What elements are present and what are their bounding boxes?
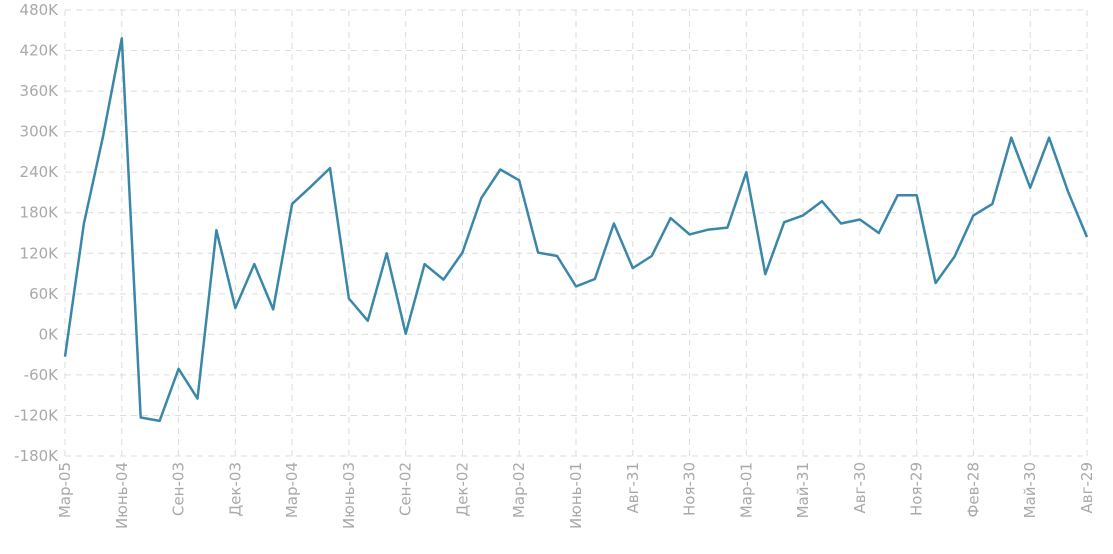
- x-tick-label: Ноя-30: [681, 462, 699, 516]
- y-tick-label: 0K: [39, 325, 60, 343]
- y-tick-label: 480K: [20, 1, 60, 19]
- x-tick-label: Мар-04: [283, 462, 301, 518]
- y-tick-label: 300K: [20, 123, 60, 141]
- y-tick-label: -180K: [14, 447, 59, 465]
- x-tick-label: Июнь-04: [113, 462, 131, 529]
- x-tick-label: Май-30: [1021, 462, 1039, 518]
- x-tick-label: Дек-03: [226, 462, 244, 517]
- y-tick-label: -120K: [14, 406, 59, 424]
- x-tick-label: Май-31: [794, 462, 812, 518]
- x-tick-label: Мар-02: [510, 462, 528, 518]
- x-tick-label: Мар-01: [737, 462, 755, 518]
- x-tick-label: Июнь-01: [567, 462, 585, 529]
- x-tick-label: Фев-28: [964, 462, 982, 517]
- y-tick-label: 240K: [20, 163, 60, 181]
- x-tick-label: Мар-05: [56, 462, 74, 518]
- y-tick-label: 60K: [29, 285, 59, 303]
- x-tick-label: Сен-02: [397, 462, 415, 516]
- series-line: [63, 37, 1089, 423]
- x-tick-label: Дек-02: [453, 462, 471, 517]
- x-gridlines: [64, 10, 1088, 456]
- series-points: [64, 38, 1088, 421]
- x-tick-label: Авг-29: [1078, 462, 1096, 513]
- y-tick-label: -60K: [24, 366, 59, 384]
- y-tick-label: 120K: [20, 244, 60, 262]
- y-axis-labels: -180K -120K -60K 0K 60K 120K 180K 240K 300K 360K 4…: [14, 1, 59, 465]
- y-tick-label: 360K: [20, 82, 60, 100]
- y-tick-label: 180K: [20, 204, 60, 222]
- x-axis-labels: Мар-05 Июнь-04 Сен-03 Дек-03 Мар-04 Июнь-03 Се…: [56, 462, 1096, 529]
- x-tick-label: Авг-31: [624, 462, 642, 513]
- x-tick-label: Авг-30: [851, 462, 869, 513]
- x-tick-label: Сен-03: [170, 462, 188, 516]
- x-tick-label: Июнь-03: [340, 462, 358, 529]
- x-tick-label: Ноя-29: [908, 462, 926, 516]
- y-tick-label: 420K: [20, 42, 60, 60]
